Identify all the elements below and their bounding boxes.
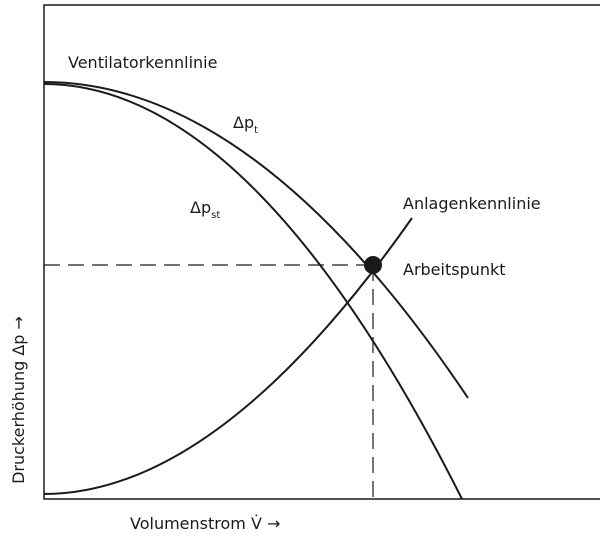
system-curve-label: Anlagenkennlinie (403, 194, 541, 213)
y-axis-label: Druckerhöhung Δp → (9, 316, 28, 484)
operating-point-label: Arbeitspunkt (403, 260, 506, 279)
axes-frame (43, 4, 600, 500)
operating-point (364, 256, 382, 274)
subscript: st (211, 210, 220, 221)
symbol: Δp (190, 198, 211, 217)
static-pressure-curve (43, 83, 463, 500)
symbol: Δp (233, 113, 254, 132)
subscript: t (254, 125, 258, 136)
system-curve (43, 217, 413, 495)
x-axis-label: Volumenstrom V̇ → (130, 514, 280, 533)
static-pressure-label: Δpst (190, 198, 220, 221)
total-pressure-curve (43, 81, 469, 399)
fan-curve-label: Ventilatorkennlinie (68, 53, 217, 72)
total-pressure-label: Δpt (233, 113, 258, 136)
